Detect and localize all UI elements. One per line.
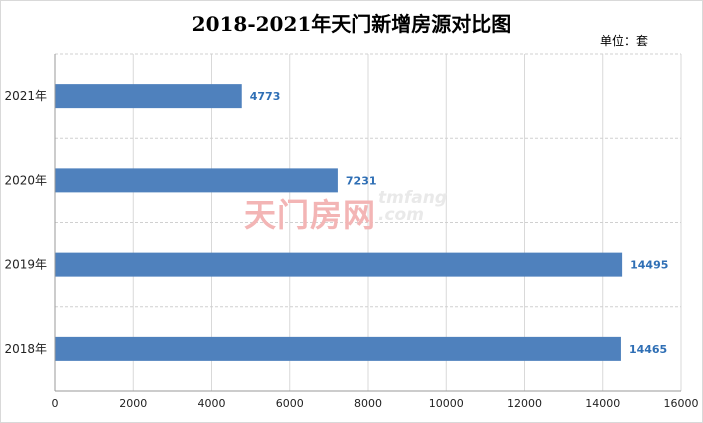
x-tick-label: 4000	[198, 397, 226, 410]
data-label: 4773	[250, 90, 281, 103]
axes	[54, 54, 681, 392]
chart-title: 2018-2021年天门新增房源对比图	[191, 12, 512, 36]
bar	[55, 168, 338, 193]
x-tick-label: 6000	[276, 397, 304, 410]
category-label: 2018年	[4, 342, 47, 356]
x-tick-label: 8000	[354, 397, 382, 410]
bar	[55, 336, 621, 361]
x-tick-label: 14000	[585, 397, 620, 410]
x-tick-label: 16000	[664, 397, 699, 410]
x-tick-label: 10000	[429, 397, 464, 410]
x-tick-labels: 0 2000 4000 6000 8000 10000 12000 14000 16000	[52, 397, 699, 410]
category-label: 2020年	[4, 173, 47, 187]
data-label: 14495	[630, 259, 668, 272]
category-label: 2019年	[4, 258, 47, 272]
x-tick-label: 12000	[507, 397, 542, 410]
x-tick-label: 2000	[119, 397, 147, 410]
data-labels: 4773 7231 14495 14465	[250, 90, 669, 356]
data-label: 14465	[629, 343, 667, 356]
bar	[55, 252, 623, 277]
x-tick-label: 0	[52, 397, 59, 410]
category-label: 2021年	[4, 89, 47, 103]
category-labels: 2021年 2020年 2019年 2018年	[4, 89, 47, 356]
bar	[55, 84, 242, 109]
unit-label: 单位：套	[600, 34, 649, 48]
data-label: 7231	[346, 174, 377, 187]
bars	[55, 84, 623, 361]
